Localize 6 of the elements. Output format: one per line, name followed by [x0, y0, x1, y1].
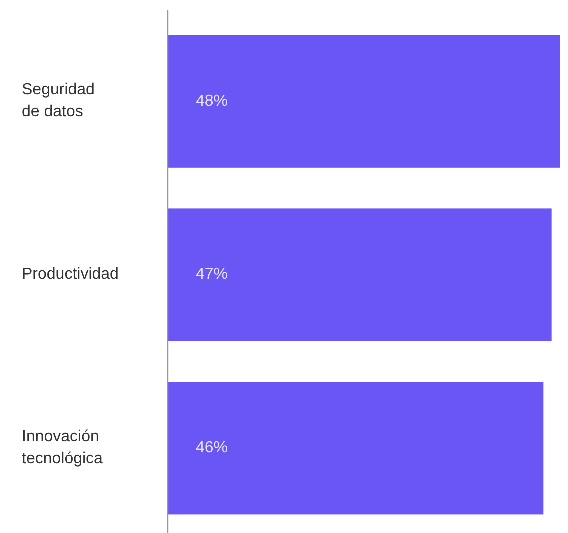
y-tick-label: Productividad — [22, 266, 119, 284]
data-label: 48% — [196, 92, 228, 110]
y-tick-label: Innovación tecnológica — [22, 428, 104, 468]
data-label: 47% — [196, 266, 228, 284]
data-label: 46% — [196, 440, 228, 457]
y-tick-label: Seguridad de datos — [22, 82, 95, 121]
